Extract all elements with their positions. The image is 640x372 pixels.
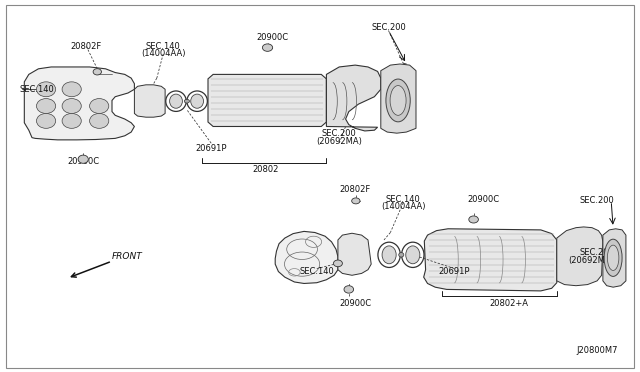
Polygon shape	[24, 67, 134, 140]
Ellipse shape	[36, 99, 56, 113]
Ellipse shape	[90, 113, 109, 128]
Text: SEC.140: SEC.140	[300, 267, 334, 276]
Ellipse shape	[386, 79, 410, 122]
Text: FRONT: FRONT	[112, 252, 143, 261]
Ellipse shape	[36, 113, 56, 128]
Ellipse shape	[344, 286, 354, 293]
Ellipse shape	[62, 99, 81, 113]
Text: SEC.140: SEC.140	[146, 42, 180, 51]
Text: 20900C: 20900C	[467, 195, 499, 203]
Ellipse shape	[468, 216, 479, 223]
Ellipse shape	[90, 99, 109, 113]
Polygon shape	[338, 233, 371, 275]
Polygon shape	[134, 85, 165, 117]
Ellipse shape	[170, 94, 182, 108]
Ellipse shape	[406, 246, 420, 264]
Ellipse shape	[333, 260, 342, 267]
Text: 20802F: 20802F	[340, 185, 371, 194]
Text: SEC.200: SEC.200	[322, 129, 356, 138]
Ellipse shape	[607, 245, 619, 270]
Ellipse shape	[399, 253, 404, 257]
Ellipse shape	[390, 86, 406, 115]
Text: 20900C: 20900C	[67, 157, 99, 166]
Text: (20692MA): (20692MA)	[568, 256, 614, 265]
Polygon shape	[275, 231, 338, 283]
Ellipse shape	[184, 99, 189, 103]
Text: 20802+A: 20802+A	[490, 299, 528, 308]
Ellipse shape	[36, 82, 56, 97]
Ellipse shape	[262, 44, 273, 51]
Text: SEC.140: SEC.140	[19, 85, 54, 94]
Ellipse shape	[191, 94, 204, 108]
Text: 20691P: 20691P	[195, 144, 227, 153]
Polygon shape	[557, 227, 603, 286]
Ellipse shape	[352, 198, 360, 204]
Polygon shape	[603, 229, 626, 287]
Polygon shape	[424, 229, 557, 291]
Text: 20802F: 20802F	[71, 42, 102, 51]
Text: SEC.200: SEC.200	[580, 248, 614, 257]
Ellipse shape	[62, 82, 81, 97]
Polygon shape	[326, 65, 381, 131]
Text: SEC.200: SEC.200	[371, 23, 406, 32]
Text: 20802: 20802	[252, 165, 279, 174]
Polygon shape	[208, 74, 326, 126]
Ellipse shape	[604, 239, 622, 276]
Text: (14004AA): (14004AA)	[381, 202, 426, 211]
Polygon shape	[381, 64, 416, 133]
Ellipse shape	[382, 246, 396, 264]
Text: (14004AA): (14004AA)	[141, 49, 186, 58]
Text: (20692MA): (20692MA)	[316, 137, 362, 146]
Ellipse shape	[93, 68, 101, 75]
Text: SEC.200: SEC.200	[580, 196, 614, 205]
Text: SEC.140: SEC.140	[386, 195, 420, 203]
Ellipse shape	[62, 113, 81, 128]
Ellipse shape	[78, 155, 88, 163]
Text: J20800M7: J20800M7	[576, 346, 618, 355]
Text: 20900C: 20900C	[256, 33, 288, 42]
Text: 20900C: 20900C	[339, 299, 371, 308]
Text: 20691P: 20691P	[438, 267, 470, 276]
